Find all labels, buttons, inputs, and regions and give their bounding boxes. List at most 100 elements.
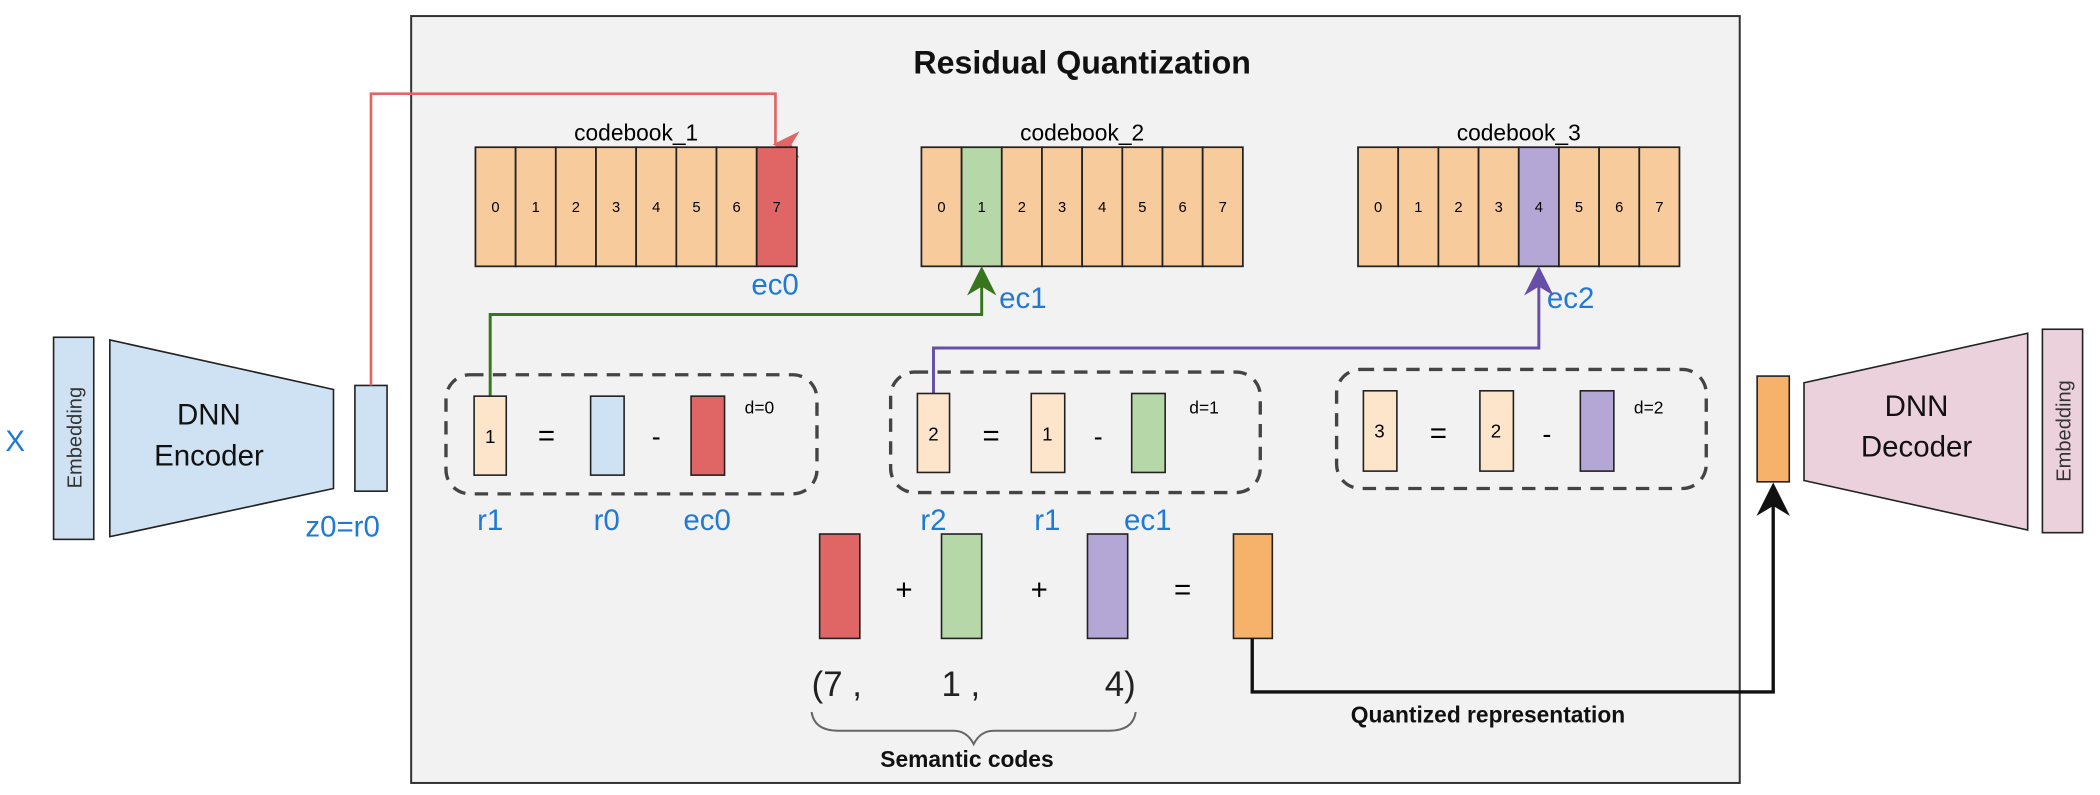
arrow-r1-to-codebook2 — [488, 266, 997, 397]
codebook-cell-index: 5 — [1138, 200, 1146, 216]
depth-label: d=1 — [1189, 398, 1219, 418]
semantic-code-2: 1 , — [942, 665, 981, 704]
equals-sign: = — [982, 420, 999, 453]
residual-index: 3 — [1374, 421, 1384, 442]
minus-sign: - — [1094, 422, 1103, 452]
codebook-3: codebook_3 0 1 2 3 4 5 6 7 ec2 — [1357, 120, 1681, 315]
codebook-cell-index: 0 — [937, 200, 945, 216]
codebook-cell — [715, 146, 758, 268]
decoder-embedding-block — [2041, 328, 2084, 534]
encoder-label-line1: DNN — [177, 398, 241, 431]
codebook-cell-index: 6 — [1615, 200, 1623, 216]
codebook-cell — [514, 146, 557, 268]
residual-index: 2 — [928, 423, 938, 444]
arrow-r0-to-codebook1 — [369, 92, 800, 386]
codebook-cell-index: 7 — [1219, 200, 1227, 216]
codebook-cell-index: 3 — [612, 200, 620, 216]
latent-label: z0=r0 — [305, 511, 379, 544]
label-r0: r0 — [594, 504, 620, 537]
codebook-cell — [1041, 146, 1084, 268]
codebook-cell — [1201, 146, 1244, 268]
code-vector-ec2 — [1579, 390, 1615, 472]
depth-label: d=2 — [1634, 398, 1664, 418]
codebook-cell-index: 7 — [773, 200, 781, 216]
codebook-label: codebook_1 — [574, 120, 698, 146]
code-label-ec0: ec0 — [751, 268, 798, 301]
decoder-label-line1: DNN — [1885, 390, 1949, 423]
equals-sign: = — [1174, 574, 1191, 607]
codebook-cell-index: 6 — [733, 200, 741, 216]
codebook-cell-index: 4 — [1535, 200, 1543, 216]
step-d2: 3 = 2 - d=2 — [1334, 367, 1708, 491]
codebook-cell — [1477, 146, 1520, 268]
codebook-cell-index: 3 — [1495, 200, 1503, 216]
semantic-code-1: (7 , — [812, 665, 862, 704]
encoder-embedding-label: Embedding — [65, 387, 87, 489]
codebook-cell-index: 1 — [532, 200, 540, 216]
codebook-cell — [1437, 146, 1480, 268]
semantic-codes-brace — [810, 711, 1137, 747]
codebook-cell — [474, 146, 517, 268]
residual-vector-r1 — [473, 395, 508, 476]
decoder-label-line2: Decoder — [1861, 430, 1973, 463]
label-ec1: ec1 — [1124, 504, 1171, 537]
codebook-label: codebook_2 — [1020, 120, 1144, 146]
label-r1: r1 — [1034, 504, 1060, 537]
codebook-cell-index: 2 — [1454, 200, 1462, 216]
codebook-cell — [554, 146, 597, 268]
latent-vector-z0 — [354, 384, 388, 492]
sum-code-ec1 — [940, 533, 983, 640]
codebook-cell — [920, 146, 963, 268]
codebook-cell-index: 0 — [491, 200, 499, 216]
minus-sign: - — [652, 422, 661, 452]
step-d1: 2 = 1 - d=1 — [888, 370, 1262, 495]
dnn-decoder-block — [1803, 332, 2029, 532]
codebook-cell — [1121, 146, 1164, 268]
encoder-label-line2: Encoder — [154, 440, 264, 473]
residual-vector-r0 — [589, 395, 625, 476]
residual-quantization-panel — [410, 15, 1741, 784]
semantic-codes-label: Semantic codes — [880, 746, 1053, 772]
codebook-cell — [1558, 146, 1600, 268]
semantic-code-3: 4) — [1105, 665, 1136, 704]
codebook-1: codebook_1 0 1 2 3 4 5 6 7 ec0 — [474, 120, 799, 301]
residual-vector-r2 — [1479, 390, 1515, 472]
decoder-embedding-label: Embedding — [2054, 380, 2076, 482]
arrow-quantized-to-decoder — [1250, 482, 1790, 694]
panel-title: Residual Quantization — [913, 45, 1250, 81]
residual-index: 1 — [485, 426, 495, 447]
plus-sign: + — [895, 574, 912, 607]
plus-sign: + — [1031, 574, 1048, 607]
codebook-cell-index: 6 — [1178, 200, 1186, 216]
codebook-cell — [1598, 146, 1641, 268]
codebook-cell — [675, 146, 718, 268]
codebook-cell-index: 5 — [1575, 200, 1583, 216]
decoder-input-vector — [1756, 375, 1791, 483]
encoder-embedding-block — [52, 336, 95, 541]
codebook-cell-index: 0 — [1374, 200, 1382, 216]
residual-index: 2 — [1491, 421, 1501, 442]
quantized-representation-label: Quantized representation — [1351, 702, 1625, 728]
codebook-cell-index: 2 — [1018, 200, 1026, 216]
residual-vector-r2 — [916, 392, 951, 474]
sum-code-ec0 — [818, 533, 861, 640]
arrow-r2-to-codebook3 — [932, 266, 1554, 397]
code-label-ec2: ec2 — [1547, 282, 1594, 315]
input-x-label: X — [5, 425, 25, 458]
codebook-cell-index: 2 — [572, 200, 580, 216]
minus-sign: - — [1542, 419, 1551, 449]
codebook-cell-index: 1 — [978, 200, 986, 216]
codebook-cell-index: 3 — [1058, 200, 1066, 216]
residual-vector-r1 — [1030, 392, 1066, 474]
label-ec0: ec0 — [683, 504, 730, 537]
codebook-label: codebook_3 — [1457, 120, 1581, 146]
codebook-cell-selected — [755, 146, 798, 268]
codebook-cell-index: 7 — [1655, 200, 1663, 216]
codebook-cell-index: 4 — [652, 200, 660, 216]
residual-index: 1 — [1042, 423, 1052, 444]
depth-label: d=0 — [745, 398, 775, 418]
label-r2: r2 — [920, 504, 946, 537]
codebook-cell-index: 1 — [1414, 200, 1422, 216]
residual-vector-r3 — [1362, 390, 1398, 472]
